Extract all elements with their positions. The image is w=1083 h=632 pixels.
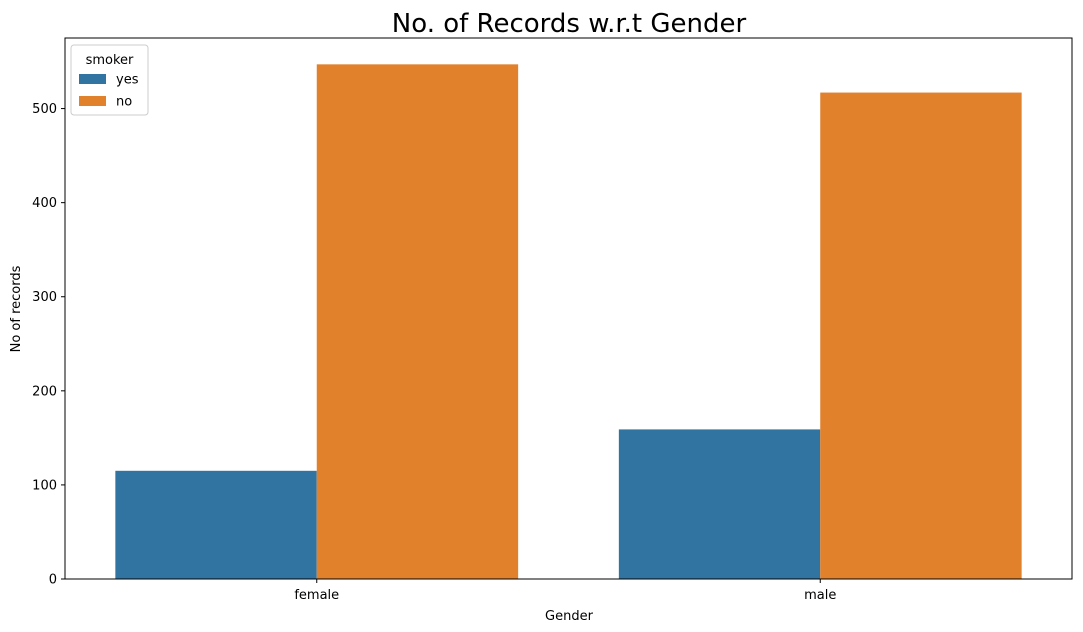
legend-label-no: no (116, 95, 132, 110)
legend-swatch-yes (79, 74, 106, 84)
bar-female-yes (115, 470, 317, 579)
y-tick-label: 200 (32, 384, 57, 399)
x-tick-label: female (294, 588, 339, 603)
y-tick-label: 100 (32, 478, 57, 493)
plot-frame (64, 37, 1073, 580)
y-axis-label: No of records (9, 265, 24, 352)
y-tick-label: 500 (32, 102, 57, 117)
y-tick-label: 400 (32, 196, 57, 211)
x-axis-label: Gender (545, 609, 594, 624)
legend: smoker yes no (70, 44, 149, 116)
legend-entries: yes no (79, 73, 139, 110)
bar-female-no (316, 64, 519, 580)
bar-male-no (820, 92, 1022, 579)
y-tick-label: 300 (32, 290, 57, 305)
y-tick-label: 0 (49, 573, 57, 588)
axes-layer: female male 0 100 200 300 400 500 (32, 37, 1073, 603)
bars-layer (115, 64, 1022, 580)
bar-male-yes (618, 429, 821, 579)
legend-swatch-no (79, 96, 106, 106)
x-tick-label: male (804, 588, 836, 603)
legend-title: smoker (86, 53, 134, 68)
chart-title: No. of Records w.r.t Gender (392, 9, 747, 39)
legend-label-yes: yes (116, 73, 139, 88)
